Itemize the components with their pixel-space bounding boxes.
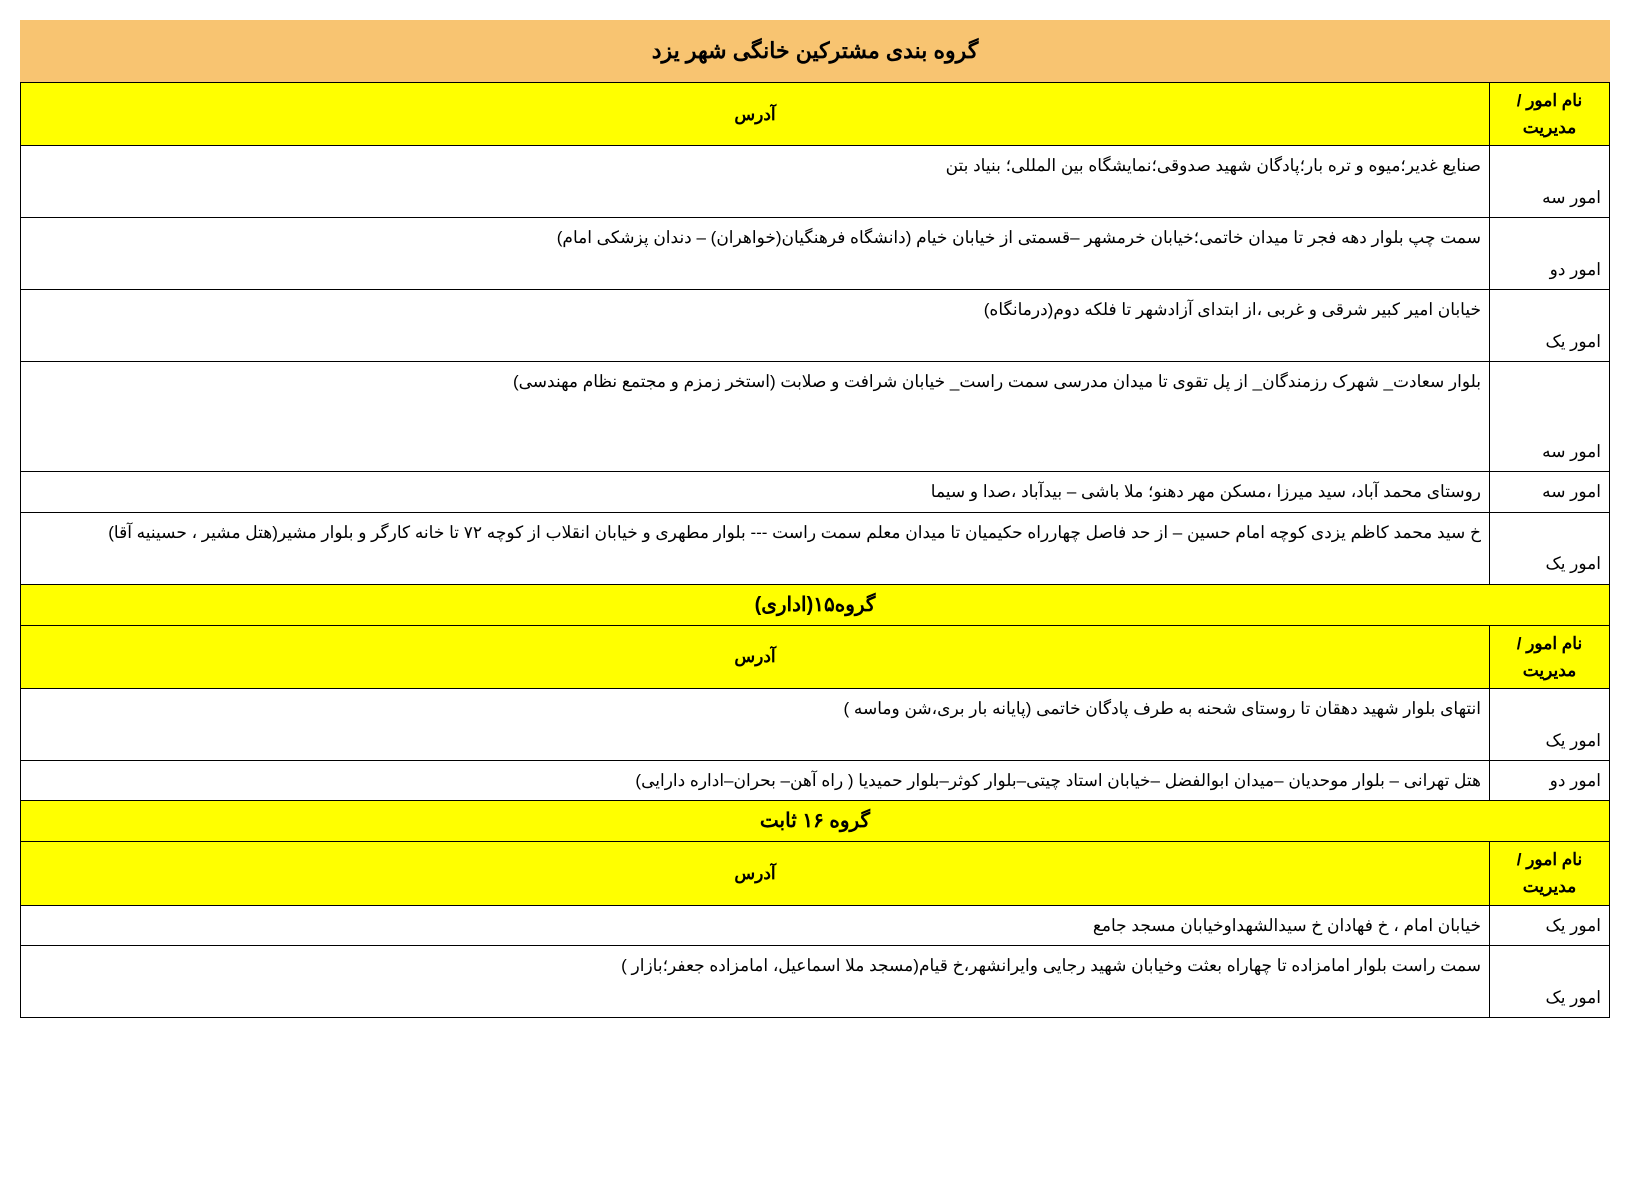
document-container: گروه بندی مشترکین خانگی شهر یزد نام امور…	[20, 20, 1610, 1018]
address-cell: روستای محمد آباد، سید میرزا ،مسکن مهر ده…	[21, 472, 1490, 512]
address-cell: خ سید محمد کاظم یزدی کوچه امام حسین – از…	[21, 512, 1490, 584]
group-header-row: گروه ۱۶ ثابت	[21, 801, 1610, 842]
management-cell: امور یک	[1490, 688, 1610, 760]
group-header-row: گروه۱۵(اداری)	[21, 584, 1610, 625]
column-header-address: آدرس	[21, 83, 1490, 146]
management-cell: امور یک	[1490, 945, 1610, 1017]
table-row: امور سهروستای محمد آباد، سید میرزا ،مسکن…	[21, 472, 1610, 512]
address-cell: سمت چپ بلوار دهه فجر تا میدان خاتمی؛خیاب…	[21, 218, 1490, 290]
column-header-management: نام امور /مدیریت	[1490, 83, 1610, 146]
column-header-address: آدرس	[21, 842, 1490, 905]
management-cell: امور سه	[1490, 472, 1610, 512]
table-row: امور دوهتل تهرانی – بلوار موحدیان –میدان…	[21, 760, 1610, 800]
column-header-management: نام امور /مدیریت	[1490, 625, 1610, 688]
management-cell: امور دو	[1490, 760, 1610, 800]
management-cell: امور یک	[1490, 905, 1610, 945]
table-row: امور دوسمت چپ بلوار دهه فجر تا میدان خات…	[21, 218, 1610, 290]
address-cell: خیابان امیر کبیر شرقی و غربی ،از ابتدای …	[21, 290, 1490, 362]
management-cell: امور سه	[1490, 146, 1610, 218]
management-cell: امور دو	[1490, 218, 1610, 290]
group-header-cell: گروه ۱۶ ثابت	[21, 801, 1610, 842]
table-row: امور یکخیابان امیر کبیر شرقی و غربی ،از …	[21, 290, 1610, 362]
main-table: نام امور /مدیریت آدرس امور سهصنایع غدیر؛…	[20, 82, 1610, 1018]
group-header-cell: گروه۱۵(اداری)	[21, 584, 1610, 625]
table-row: امور یکسمت راست بلوار امامزاده تا چهاراه…	[21, 945, 1610, 1017]
management-cell: امور سه	[1490, 362, 1610, 472]
address-cell: خیابان امام ، خ فهادان خ سیدالشهداوخیابا…	[21, 905, 1490, 945]
address-cell: هتل تهرانی – بلوار موحدیان –میدان ابوالف…	[21, 760, 1490, 800]
column-header-row: نام امور /مدیریتآدرس	[21, 625, 1610, 688]
table-row: امور یکانتهای بلوار شهید دهقان تا روستای…	[21, 688, 1610, 760]
management-cell: امور یک	[1490, 290, 1610, 362]
column-header-address: آدرس	[21, 625, 1490, 688]
table-row: امور یکخیابان امام ، خ فهادان خ سیدالشهد…	[21, 905, 1610, 945]
column-header-row: نام امور /مدیریتآدرس	[21, 842, 1610, 905]
address-cell: بلوار سعادت_ شهرک رزمندگان_ از پل تقوی ت…	[21, 362, 1490, 472]
column-header-management: نام امور /مدیریت	[1490, 842, 1610, 905]
column-header-row: نام امور /مدیریت آدرس	[21, 83, 1610, 146]
address-cell: سمت راست بلوار امامزاده تا چهاراه بعثت و…	[21, 945, 1490, 1017]
page-title: گروه بندی مشترکین خانگی شهر یزد	[20, 20, 1610, 82]
table-row: امور سهصنایع غدیر؛میوه و تره بار؛پادگان …	[21, 146, 1610, 218]
address-cell: انتهای بلوار شهید دهقان تا روستای شحنه ب…	[21, 688, 1490, 760]
management-cell: امور یک	[1490, 512, 1610, 584]
address-cell: صنایع غدیر؛میوه و تره بار؛پادگان شهید صد…	[21, 146, 1490, 218]
table-row: امور یکخ سید محمد کاظم یزدی کوچه امام حس…	[21, 512, 1610, 584]
table-row: امور سهبلوار سعادت_ شهرک رزمندگان_ از پل…	[21, 362, 1610, 472]
